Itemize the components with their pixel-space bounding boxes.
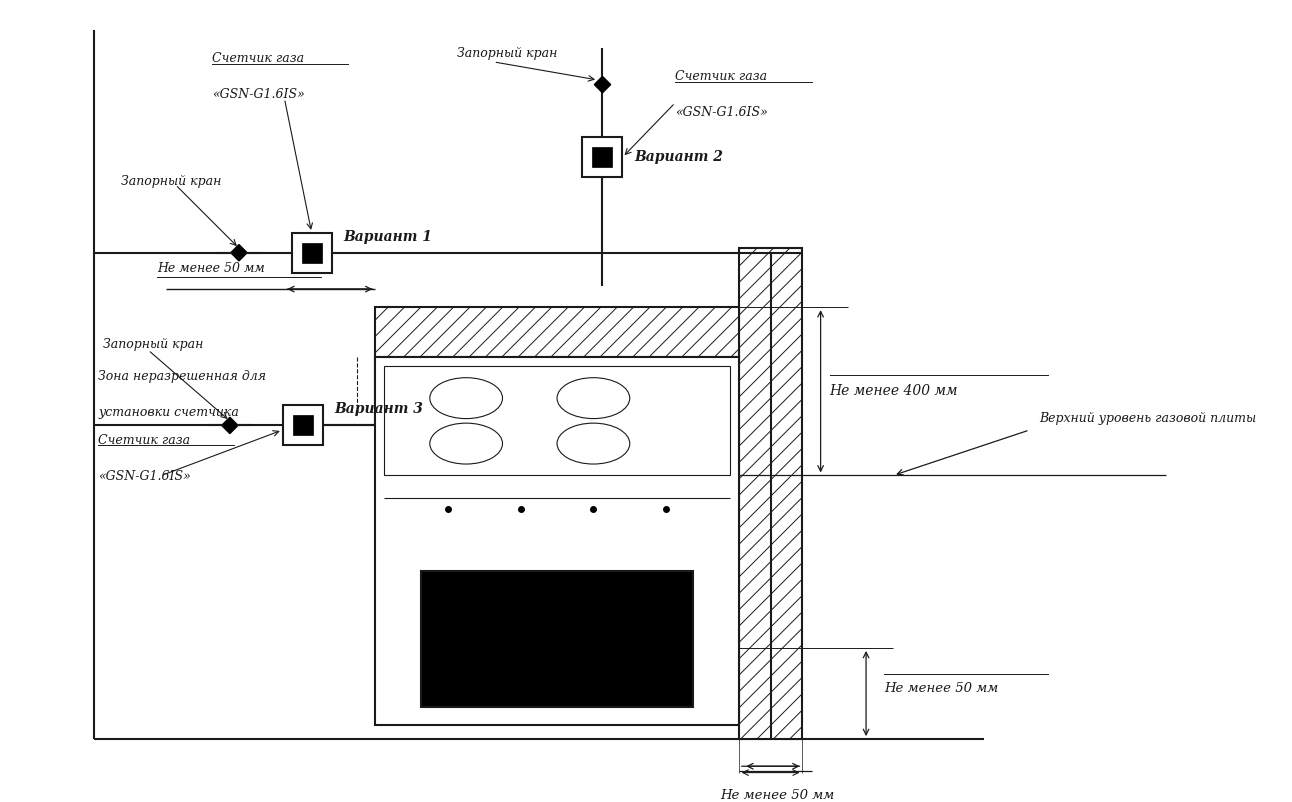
Ellipse shape xyxy=(430,423,503,464)
Text: Счетчик газа: Счетчик газа xyxy=(212,52,304,65)
Text: «GSN-G1.6IS»: «GSN-G1.6IS» xyxy=(212,88,305,101)
Bar xyxy=(301,243,322,263)
Text: Не менее 50 мм: Не менее 50 мм xyxy=(721,789,835,802)
Text: Зона неразрешенная для: Зона неразрешенная для xyxy=(98,370,266,383)
Ellipse shape xyxy=(557,378,629,419)
Polygon shape xyxy=(222,417,238,434)
Text: Вариант 2: Вариант 2 xyxy=(634,150,724,164)
Bar xyxy=(375,307,739,357)
Bar xyxy=(292,415,313,435)
Bar xyxy=(375,357,739,725)
Text: «GSN-G1.6IS»: «GSN-G1.6IS» xyxy=(676,107,767,119)
Polygon shape xyxy=(231,245,247,261)
Bar xyxy=(583,137,623,177)
Text: Запорный кран: Запорный кран xyxy=(120,175,221,188)
Bar xyxy=(292,233,332,273)
Text: Не менее 400 мм: Не менее 400 мм xyxy=(829,384,959,399)
Text: «GSN-G1.6IS»: «GSN-G1.6IS» xyxy=(98,470,191,483)
Text: Верхний уровень газовой плиты: Верхний уровень газовой плиты xyxy=(1039,412,1256,425)
Polygon shape xyxy=(594,76,611,93)
Text: Запорный кран: Запорный кран xyxy=(457,47,557,60)
Bar xyxy=(739,248,802,739)
Bar xyxy=(384,367,730,476)
Text: Не менее 50 мм: Не менее 50 мм xyxy=(884,683,999,695)
Ellipse shape xyxy=(430,378,503,419)
Bar xyxy=(593,148,612,168)
Text: Счетчик газа: Счетчик газа xyxy=(98,434,190,447)
Text: Запорный кран: Запорный кран xyxy=(102,338,203,351)
Text: Счетчик газа: Счетчик газа xyxy=(676,70,767,83)
Bar xyxy=(283,405,323,445)
Text: установки счетчика: установки счетчика xyxy=(98,407,239,419)
Text: Не менее 50 мм: Не менее 50 мм xyxy=(158,262,265,275)
Text: Вариант 1: Вариант 1 xyxy=(344,229,433,244)
Text: Вариант 3: Вариант 3 xyxy=(335,403,424,416)
Bar xyxy=(421,571,694,707)
Ellipse shape xyxy=(557,423,629,464)
